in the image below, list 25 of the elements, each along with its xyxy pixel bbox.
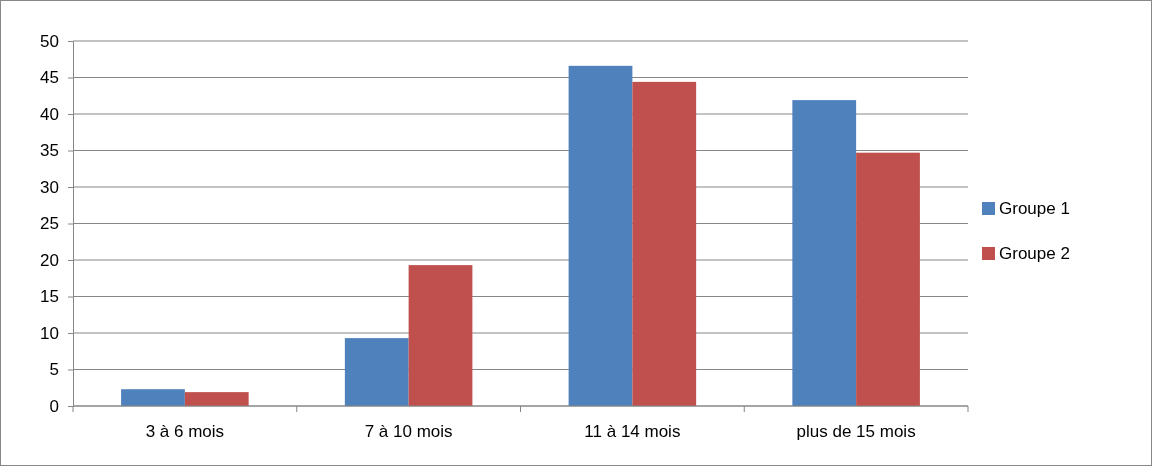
y-tick-label: 50 (40, 31, 59, 51)
x-tick-label: 11 à 14 mois (584, 422, 681, 441)
y-tick-label: 5 (49, 360, 59, 380)
bar (121, 389, 185, 406)
x-tick-label: 7 à 10 mois (364, 422, 453, 441)
bar (792, 100, 857, 406)
y-tick-label: 15 (40, 287, 59, 307)
bar (408, 265, 473, 406)
bar (568, 65, 633, 406)
x-tick-label: plus de 15 mois (796, 422, 916, 441)
y-tick-label: 0 (49, 396, 59, 416)
y-tick-label: 25 (40, 214, 59, 234)
y-tick-label: 20 (40, 250, 59, 270)
bar (344, 338, 409, 406)
y-tick-label: 35 (40, 141, 59, 161)
bar (184, 392, 249, 406)
bar (632, 81, 697, 406)
y-tick-label: 10 (40, 323, 59, 343)
y-tick-label: 45 (40, 68, 59, 88)
legend-label: Groupe 1 (999, 199, 1070, 218)
y-tick-label: 30 (40, 177, 59, 197)
x-tick-label: 3 à 6 mois (145, 422, 225, 441)
legend-label: Groupe 2 (999, 244, 1070, 263)
y-tick-label: 40 (40, 104, 59, 124)
bar (856, 152, 920, 406)
